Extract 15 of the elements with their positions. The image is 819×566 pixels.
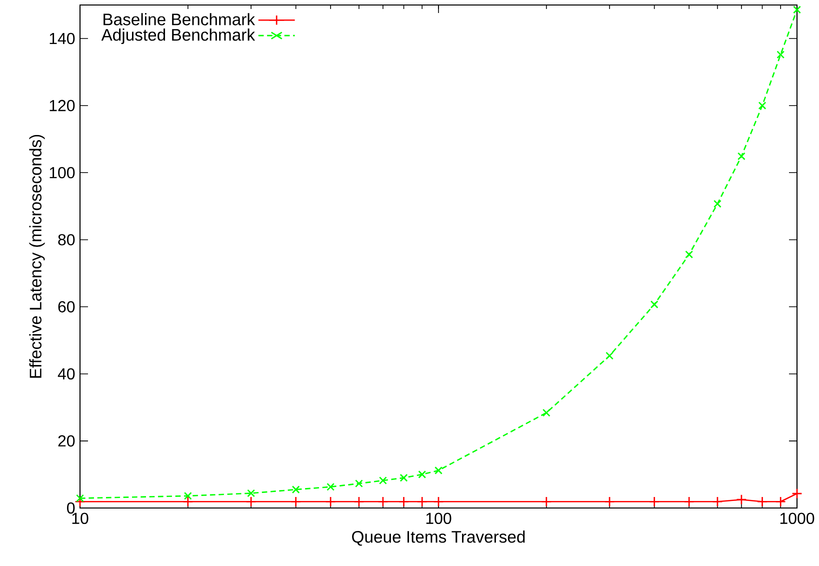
x-axis-title: Queue Items Traversed bbox=[352, 530, 525, 546]
y-tick-label: 120 bbox=[50, 100, 75, 112]
y-tick-label: 60 bbox=[58, 301, 75, 312]
x-tick-label: 10 bbox=[72, 512, 88, 524]
y-tick-label: 0 bbox=[67, 502, 75, 514]
x-tick-label: 1000 bbox=[780, 512, 814, 524]
y-tick-label: 80 bbox=[58, 234, 75, 246]
y-tick-label: 100 bbox=[50, 166, 75, 178]
y-axis-title: Effective Latency (microseconds) bbox=[29, 134, 45, 378]
legend-label: Baseline Benchmark bbox=[104, 13, 256, 26]
y-tick-label: 20 bbox=[58, 435, 75, 447]
x-tick-label: 100 bbox=[426, 512, 452, 524]
legend-label: Adjusted Benchmark bbox=[101, 28, 256, 44]
y-tick-label: 140 bbox=[50, 32, 75, 44]
y-tick-label: 40 bbox=[58, 368, 75, 380]
